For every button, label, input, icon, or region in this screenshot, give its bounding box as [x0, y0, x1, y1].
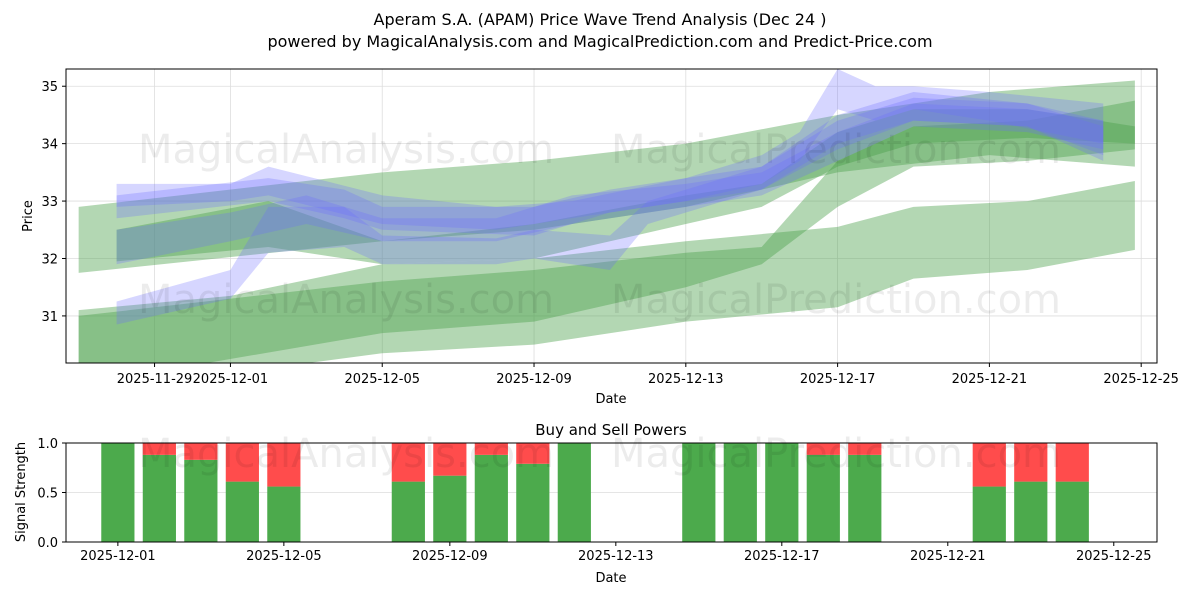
sell-bar	[1014, 443, 1048, 482]
x-tick-label: 2025-12-13	[648, 372, 724, 387]
x-tick-label: 2025-12-05	[344, 372, 420, 387]
blue-wave-band	[116, 103, 1104, 265]
x-tick-label: 2025-12-01	[193, 372, 269, 387]
watermark: MagicalPrediction.com	[611, 431, 1061, 477]
signal-plot: Buy and Sell Powers MagicalAnalysis.com …	[14, 421, 1158, 586]
y-tick-label: 31	[41, 310, 58, 325]
x-tick-label: 2025-12-17	[744, 549, 820, 564]
buy-bar	[184, 459, 218, 542]
buy-bar	[433, 475, 467, 542]
sell-bar	[1055, 443, 1089, 482]
watermark: MagicalAnalysis.com	[138, 431, 554, 477]
x-tick-label: 2025-12-09	[412, 549, 488, 564]
blue-wave-band	[116, 97, 1104, 325]
x-tick-label: 2025-12-21	[952, 372, 1028, 387]
x-tick-label: 2025-12-13	[578, 549, 654, 564]
price-x-label: Date	[595, 392, 626, 407]
buy-bar	[806, 454, 840, 542]
sell-bar	[225, 443, 259, 482]
price-axis-ticks: 2025-11-29 2025-12-01 2025-12-05 2025-12-09…	[41, 80, 1179, 387]
green-wave-band	[78, 100, 1135, 363]
y-tick-label: 0.5	[37, 487, 58, 502]
green-wave-band	[78, 180, 1135, 363]
price-grid	[66, 69, 1157, 363]
chart-subtitle: powered by MagicalAnalysis.com and Magic…	[267, 32, 932, 51]
sell-bar	[391, 443, 425, 482]
y-tick-label: 34	[41, 138, 58, 153]
buy-bar	[391, 481, 425, 542]
signal-axis-ticks: 0.0 0.5 1.0 2025-12-01 2025-12-05 2025-12-09 2…	[37, 437, 1151, 564]
y-tick-label: 32	[41, 252, 58, 267]
sell-bar	[142, 443, 176, 455]
x-tick-label: 2025-12-05	[246, 549, 322, 564]
blue-wave-band	[116, 69, 1104, 230]
watermark: MagicalAnalysis.com	[138, 127, 554, 173]
buy-bar	[1014, 481, 1048, 542]
green-wave-band	[78, 80, 1135, 273]
y-tick-label: 35	[41, 80, 58, 95]
price-plot: MagicalAnalysis.com MagicalPrediction.co…	[21, 68, 1179, 407]
sell-bar	[267, 443, 301, 487]
x-tick-label: 2025-12-17	[800, 372, 876, 387]
buy-bar	[267, 486, 301, 542]
x-tick-label: 2025-12-25	[1076, 549, 1152, 564]
price-y-label: Price	[21, 200, 36, 232]
buy-bar	[225, 481, 259, 542]
price-plot-frame	[65, 68, 1158, 364]
buy-bar	[1055, 481, 1089, 542]
sell-bar	[433, 443, 467, 476]
signal-x-label: Date	[595, 571, 626, 586]
sell-bar	[184, 443, 218, 460]
buy-bar	[516, 463, 550, 542]
green-wave-band	[116, 109, 1135, 265]
signal-title: Buy and Sell Powers	[535, 421, 687, 439]
x-tick-label: 2025-11-29	[117, 372, 193, 387]
watermark: MagicalAnalysis.com	[138, 277, 554, 323]
watermark: MagicalPrediction.com	[611, 277, 1061, 323]
x-tick-label: 2025-12-01	[80, 549, 156, 564]
buy-bar	[101, 443, 135, 542]
y-tick-label: 33	[41, 195, 58, 210]
buy-bar	[474, 454, 508, 542]
sell-bar	[474, 443, 508, 455]
y-tick-label: 1.0	[37, 437, 58, 452]
sell-bar	[848, 443, 882, 455]
signal-y-label: Signal Strength	[14, 442, 29, 542]
buy-bar	[723, 443, 757, 542]
sell-bar	[806, 443, 840, 455]
buy-bar	[557, 443, 591, 542]
y-tick-label: 0.0	[37, 536, 58, 551]
signal-bars	[101, 443, 1089, 542]
buy-bar	[848, 454, 882, 542]
sell-bar	[516, 443, 550, 464]
x-tick-label: 2025-12-25	[1103, 372, 1179, 387]
chart-title: Aperam S.A. (APAM) Price Wave Trend Anal…	[374, 10, 827, 29]
buy-bar	[682, 443, 716, 542]
buy-bar	[142, 454, 176, 542]
x-tick-label: 2025-12-21	[910, 549, 986, 564]
blue-wave-band	[116, 91, 1104, 236]
buy-bar	[765, 443, 799, 542]
price-bands	[78, 69, 1135, 363]
watermark: MagicalPrediction.com	[611, 127, 1061, 173]
sell-bar	[972, 443, 1006, 487]
buy-bar	[972, 486, 1006, 542]
x-tick-label: 2025-12-09	[496, 372, 572, 387]
